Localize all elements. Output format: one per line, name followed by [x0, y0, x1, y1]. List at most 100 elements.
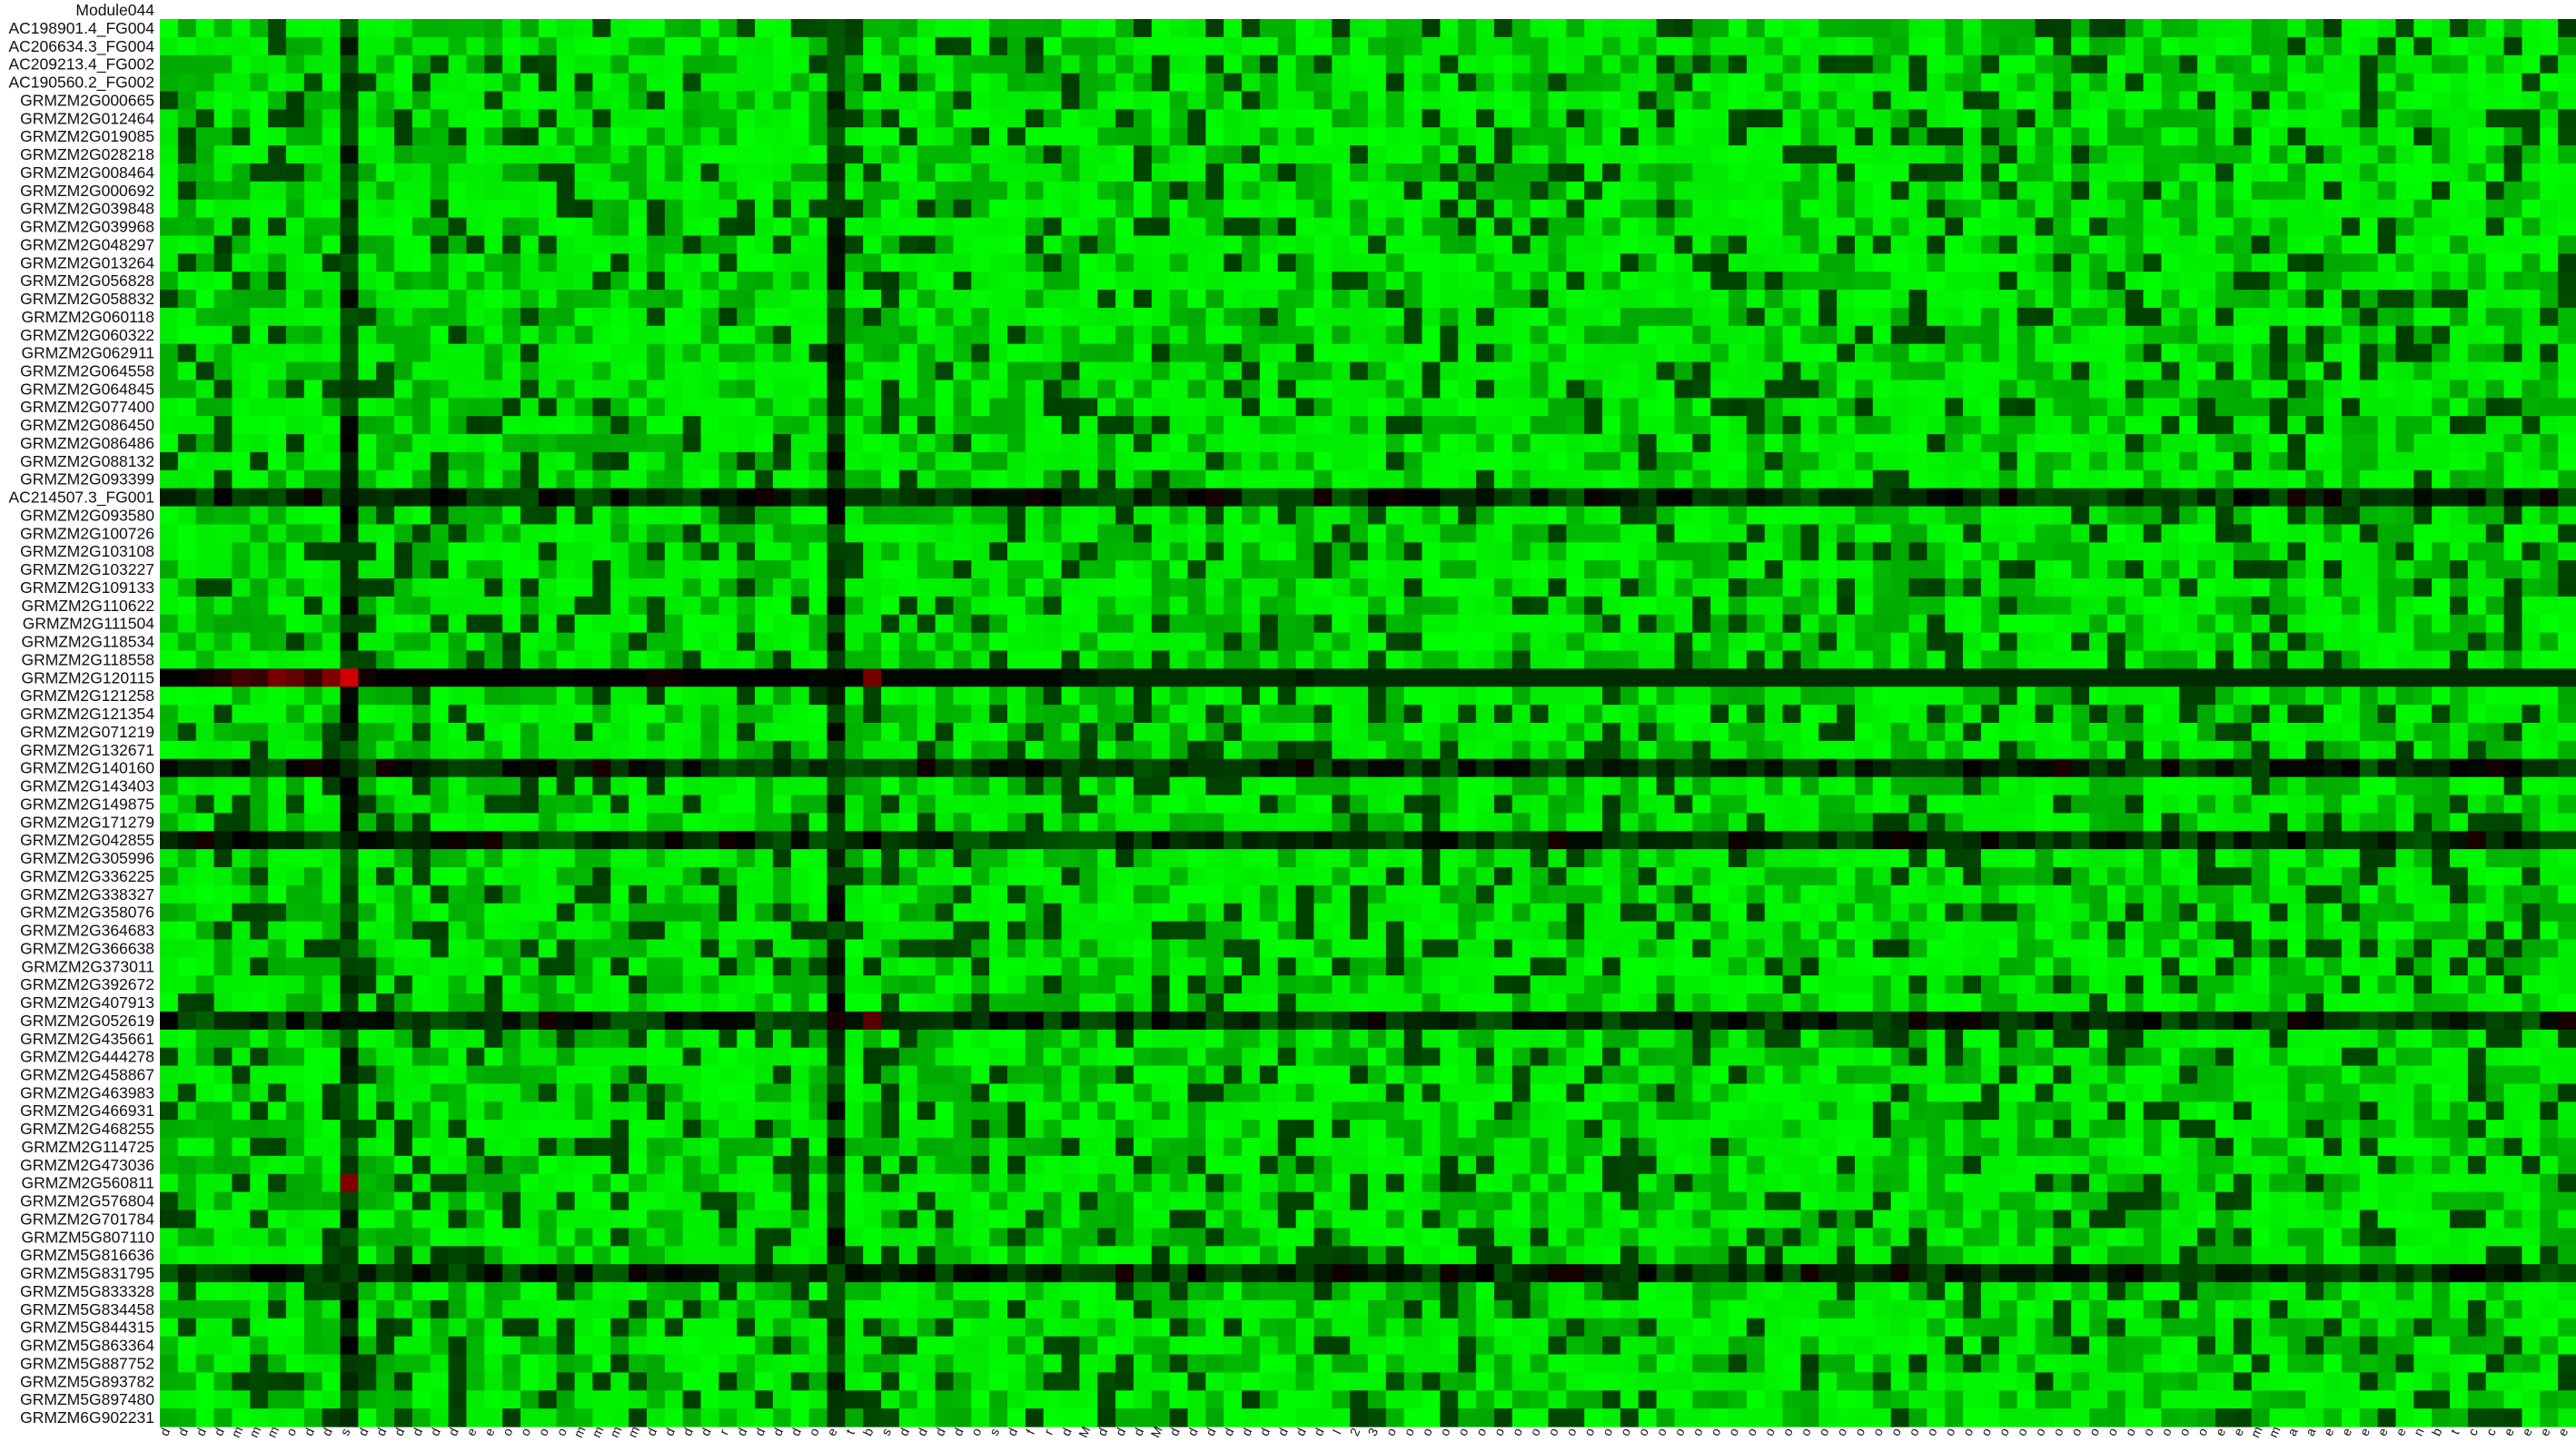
- heatmap-cell: [1493, 469, 1513, 489]
- heatmap-cell: [1043, 578, 1063, 598]
- heatmap-cell: [1927, 542, 1946, 561]
- heatmap-cell: [2161, 163, 2180, 183]
- heatmap-cell: [2197, 36, 2216, 56]
- heatmap-cell: [898, 127, 918, 146]
- heatmap-cell: [1692, 596, 1711, 616]
- heatmap-cell: [1224, 253, 1243, 272]
- heatmap-cell: [2161, 253, 2180, 272]
- heatmap-cell: [2432, 36, 2451, 56]
- heatmap-cell: [1800, 290, 1819, 309]
- heatmap-cell: [502, 217, 521, 237]
- heatmap-cell: [664, 524, 684, 543]
- heatmap-cell: [2016, 145, 2036, 164]
- heatmap-cell: [1872, 54, 1892, 74]
- heatmap-cell: [1908, 290, 1927, 309]
- heatmap-cell: [1854, 54, 1874, 74]
- heatmap-cell: [411, 217, 431, 237]
- heatmap-cell: [2269, 560, 2288, 579]
- heatmap-cell: [394, 398, 413, 417]
- heatmap-cell: [2558, 506, 2576, 526]
- heatmap-cell: [1043, 524, 1063, 543]
- heatmap-cell: [2341, 109, 2361, 128]
- heatmap-cell: [1511, 488, 1531, 508]
- heatmap-cell: [1169, 560, 1189, 579]
- heatmap-cell: [664, 343, 684, 363]
- heatmap-cell: [1620, 199, 1640, 219]
- heatmap-cell: [2071, 578, 2090, 598]
- heatmap-cell: [1980, 73, 2000, 93]
- heatmap-cell: [285, 272, 305, 291]
- heatmap-cell: [285, 578, 305, 598]
- heatmap-cell: [1079, 361, 1098, 381]
- heatmap-cell: [1620, 145, 1640, 164]
- heatmap-cell: [2071, 506, 2090, 526]
- heatmap-cell: [340, 488, 359, 508]
- heatmap-cell: [2305, 650, 2324, 669]
- heatmap-cell: [1692, 668, 1711, 687]
- heatmap-cell: [448, 596, 468, 616]
- heatmap-cell: [916, 91, 936, 110]
- heatmap-cell: [2413, 199, 2432, 219]
- heatmap-cell: [845, 686, 864, 706]
- heatmap-cell: [1548, 36, 1567, 56]
- heatmap-cell: [2305, 73, 2324, 93]
- heatmap-cell: [1764, 451, 1784, 471]
- heatmap-cell: [574, 380, 594, 399]
- heatmap-cell: [232, 451, 251, 471]
- heatmap-cell: [1548, 217, 1567, 237]
- heatmap-cell: [881, 524, 900, 543]
- heatmap-cell: [2269, 524, 2288, 543]
- heatmap-cell: [845, 290, 864, 309]
- heatmap-cell: [718, 451, 738, 471]
- heatmap-cell: [1566, 398, 1585, 417]
- heatmap-cell: [1927, 36, 1946, 56]
- heatmap-cell: [250, 380, 269, 399]
- heatmap-cell: [2053, 451, 2072, 471]
- heatmap-cell: [2558, 416, 2576, 435]
- heatmap-cell: [1476, 668, 1495, 687]
- heatmap-cell: [772, 272, 792, 291]
- heatmap-cell: [1350, 380, 1369, 399]
- heatmap-cell: [2287, 361, 2306, 381]
- heatmap-cell: [2503, 54, 2523, 74]
- heatmap-cell: [466, 686, 485, 706]
- heatmap-cell: [2305, 343, 2324, 363]
- heatmap-cell: [1313, 127, 1333, 146]
- heatmap-cell: [1656, 614, 1676, 634]
- heatmap-cell: [484, 524, 503, 543]
- heatmap-cell: [2143, 469, 2163, 489]
- heatmap-cell: [718, 578, 738, 598]
- heatmap-cell: [2251, 578, 2271, 598]
- heatmap-cell: [1584, 361, 1603, 381]
- heatmap-cell: [1025, 361, 1045, 381]
- heatmap-cell: [1025, 36, 1045, 56]
- heatmap-cell: [1620, 596, 1640, 616]
- heatmap-cell: [556, 272, 576, 291]
- heatmap-cell: [1313, 668, 1333, 687]
- heatmap-cell: [971, 290, 990, 309]
- heatmap-cell: [718, 434, 738, 453]
- heatmap-cell: [1277, 596, 1297, 616]
- heatmap-cell: [1458, 343, 1477, 363]
- heatmap-cell: [1548, 398, 1567, 417]
- heatmap-cell: [285, 109, 305, 128]
- heatmap-cell: [1169, 127, 1189, 146]
- heatmap-cell: [2125, 398, 2145, 417]
- heatmap-cell: [466, 217, 485, 237]
- heatmap-cell: [2485, 307, 2505, 327]
- heatmap-cell: [250, 181, 269, 201]
- heatmap-cell: [700, 469, 719, 489]
- heatmap-cell: [1440, 272, 1459, 291]
- heatmap-cell: [2016, 650, 2036, 669]
- heatmap-cell: [448, 145, 468, 164]
- heatmap-cell: [1980, 668, 2000, 687]
- heatmap-cell: [340, 434, 359, 453]
- heatmap-cell: [303, 524, 323, 543]
- heatmap-cell: [1313, 398, 1333, 417]
- heatmap-cell: [2035, 560, 2054, 579]
- heatmap-cell: [2197, 127, 2216, 146]
- heatmap-cell: [610, 73, 629, 93]
- heatmap-cell: [1764, 632, 1784, 652]
- heatmap-cell: [268, 109, 287, 128]
- heatmap-cell: [1313, 650, 1333, 669]
